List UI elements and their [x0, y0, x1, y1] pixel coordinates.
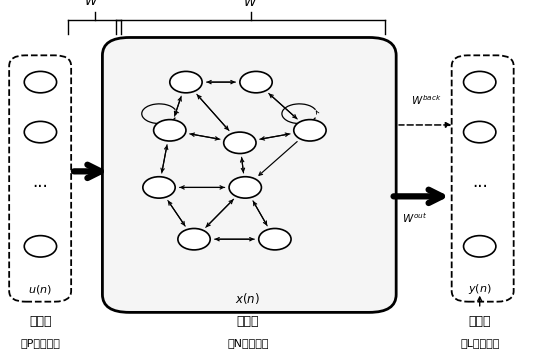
FancyBboxPatch shape — [102, 37, 396, 312]
Circle shape — [170, 71, 202, 93]
Circle shape — [294, 120, 326, 141]
Text: $W^{out}$: $W^{out}$ — [403, 211, 427, 225]
Circle shape — [24, 236, 57, 257]
Circle shape — [464, 71, 496, 93]
Text: 输出层: 输出层 — [468, 315, 491, 328]
Circle shape — [464, 121, 496, 143]
Circle shape — [464, 236, 496, 257]
Circle shape — [154, 120, 186, 141]
Circle shape — [259, 228, 291, 250]
Text: 储备池: 储备池 — [237, 315, 259, 328]
Text: $W$: $W$ — [243, 0, 258, 9]
FancyBboxPatch shape — [9, 55, 71, 302]
Text: ...: ... — [472, 173, 488, 191]
Text: 输入层: 输入层 — [29, 315, 52, 328]
Circle shape — [178, 228, 210, 250]
Text: $W^{back}$: $W^{back}$ — [411, 93, 441, 107]
FancyBboxPatch shape — [452, 55, 514, 302]
Circle shape — [24, 71, 57, 93]
Text: ...: ... — [32, 173, 49, 191]
Circle shape — [24, 121, 57, 143]
Text: $W^{in}$: $W^{in}$ — [84, 0, 106, 9]
Text: $u(n)$: $u(n)$ — [29, 283, 52, 296]
Text: $y(n)$: $y(n)$ — [468, 282, 492, 296]
Text: （P个节点）: （P个节点） — [20, 338, 60, 348]
Text: （L个节点）: （L个节点） — [460, 338, 500, 348]
Text: $x(n)$: $x(n)$ — [236, 291, 260, 306]
Circle shape — [143, 177, 175, 198]
Circle shape — [224, 132, 256, 154]
Circle shape — [240, 71, 272, 93]
Circle shape — [229, 177, 261, 198]
Text: （N个节点）: （N个节点） — [227, 338, 268, 348]
